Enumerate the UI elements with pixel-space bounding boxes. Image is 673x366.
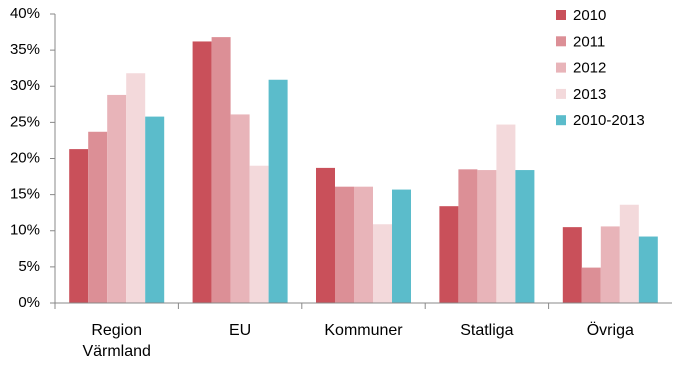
y-tick-label: 20% [10, 149, 40, 166]
y-tick-label: 5% [18, 258, 40, 275]
bar [249, 165, 269, 303]
bar [515, 170, 535, 303]
y-tick-label: 40% [10, 5, 40, 22]
legend-swatch [556, 115, 566, 126]
legend-swatch [556, 62, 566, 73]
y-tick-label: 10% [10, 222, 40, 239]
bar [211, 37, 231, 304]
bar [392, 189, 411, 303]
y-tick-label: 35% [10, 41, 40, 58]
bar [126, 73, 146, 304]
bar [316, 167, 335, 303]
x-tick-label: Region Värmland [82, 322, 151, 360]
bar [477, 170, 497, 303]
legend-swatch [556, 10, 566, 20]
bar [107, 94, 127, 303]
bar [600, 226, 620, 303]
y-tick-label: 25% [10, 113, 40, 130]
x-tick-label: Statliga [460, 322, 514, 339]
bar [335, 186, 354, 303]
bar [69, 149, 89, 303]
bar [619, 204, 639, 303]
bar [581, 267, 601, 303]
legend-label: 2011 [573, 33, 605, 50]
legend-label: 2010 [573, 7, 606, 24]
bar [638, 236, 658, 303]
y-tick-label: 15% [10, 186, 40, 203]
bar [373, 224, 392, 303]
legend-label: 2013 [573, 86, 606, 103]
y-tick-label: 0% [18, 294, 40, 311]
x-tick-label: Kommuner [324, 322, 403, 339]
bar [562, 227, 582, 303]
y-tick-label: 30% [10, 77, 40, 94]
bar [439, 206, 459, 303]
bar [354, 186, 373, 303]
bar [230, 114, 250, 304]
bar [192, 41, 212, 304]
legend-swatch [556, 88, 566, 99]
legend-label: 2012 [573, 60, 606, 77]
bar [458, 169, 478, 303]
bar [496, 124, 516, 303]
bar [88, 131, 108, 303]
bar [145, 116, 165, 303]
legend-swatch [556, 36, 566, 47]
bar [268, 79, 288, 303]
x-tick-label: EU [228, 322, 252, 339]
legend-label: 2010-2013 [573, 112, 645, 129]
x-tick-label: Övriga [586, 322, 634, 339]
